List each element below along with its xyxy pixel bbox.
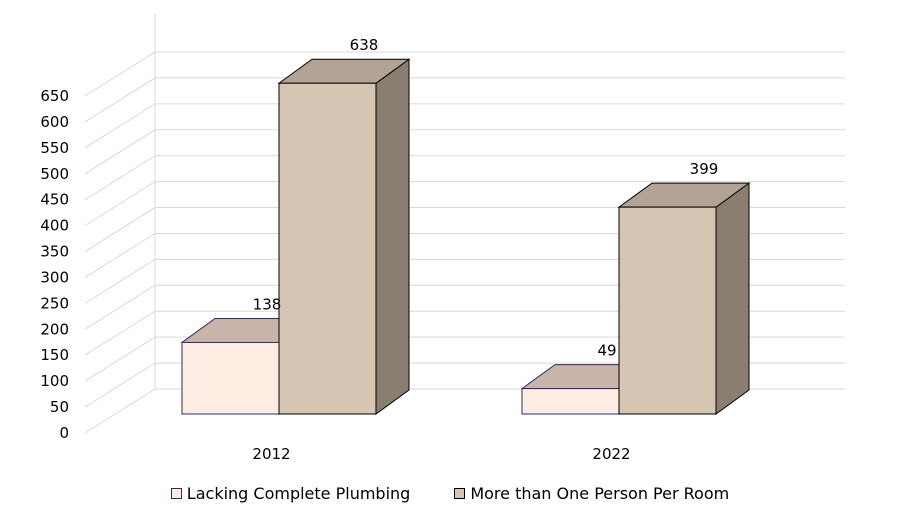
y-tick-label: 500 — [40, 165, 69, 183]
bars — [180, 58, 751, 415]
gridlines — [84, 14, 845, 434]
y-tick-label: 400 — [40, 217, 69, 235]
y-axis-ticks: 0 50 100 150 200 250 300 350 400 450 500 550 600 650 — [40, 87, 69, 442]
y-tick-label: 200 — [40, 320, 69, 338]
gridline-600 — [84, 77, 845, 123]
gridline-500 — [84, 129, 845, 175]
bar-side-more-2022 — [715, 182, 750, 415]
bar-more-2022 — [618, 206, 717, 415]
data-label: 399 — [690, 160, 719, 178]
x-axis-ticks: 2012 2022 — [252, 445, 630, 463]
y-tick-label: 550 — [40, 139, 69, 157]
y-tick-label: 600 — [40, 113, 69, 131]
bar-side-more-2012 — [375, 58, 410, 415]
legend-label-lacking-plumbing: Lacking Complete Plumbing — [186, 484, 411, 503]
y-tick-label: 50 — [50, 398, 69, 416]
y-tick-label: 100 — [40, 372, 69, 390]
x-tick-label: 2022 — [592, 445, 630, 463]
legend-label-crowding: More than One Person Per Room — [470, 484, 730, 503]
data-labels: 138 638 49 399 — [253, 36, 719, 359]
legend-item-crowding: More than One Person Per Room — [454, 484, 729, 503]
data-label: 638 — [350, 36, 379, 54]
gridline-650 — [84, 51, 845, 97]
y-tick-label: 350 — [40, 243, 69, 261]
x-tick-label: 2012 — [252, 445, 290, 463]
legend: Lacking Complete Plumbing More than One … — [0, 484, 900, 503]
y-tick-label: 0 — [59, 424, 69, 442]
y-tick-label: 250 — [40, 294, 69, 312]
bar-lacking-2022 — [521, 388, 620, 415]
bar-lacking-2012 — [181, 341, 280, 415]
legend-item-lacking-plumbing: Lacking Complete Plumbing — [170, 484, 411, 503]
legend-swatch-lacking-plumbing — [170, 488, 182, 499]
y-tick-label: 300 — [40, 268, 69, 286]
data-label: 138 — [253, 295, 282, 313]
bar-more-2012 — [278, 82, 377, 415]
legend-swatch-crowding — [454, 488, 466, 499]
data-label: 49 — [597, 342, 616, 360]
y-tick-label: 150 — [40, 346, 69, 364]
y-tick-label: 650 — [40, 87, 69, 105]
y-tick-label: 450 — [40, 191, 69, 209]
gridline-550 — [84, 103, 845, 149]
